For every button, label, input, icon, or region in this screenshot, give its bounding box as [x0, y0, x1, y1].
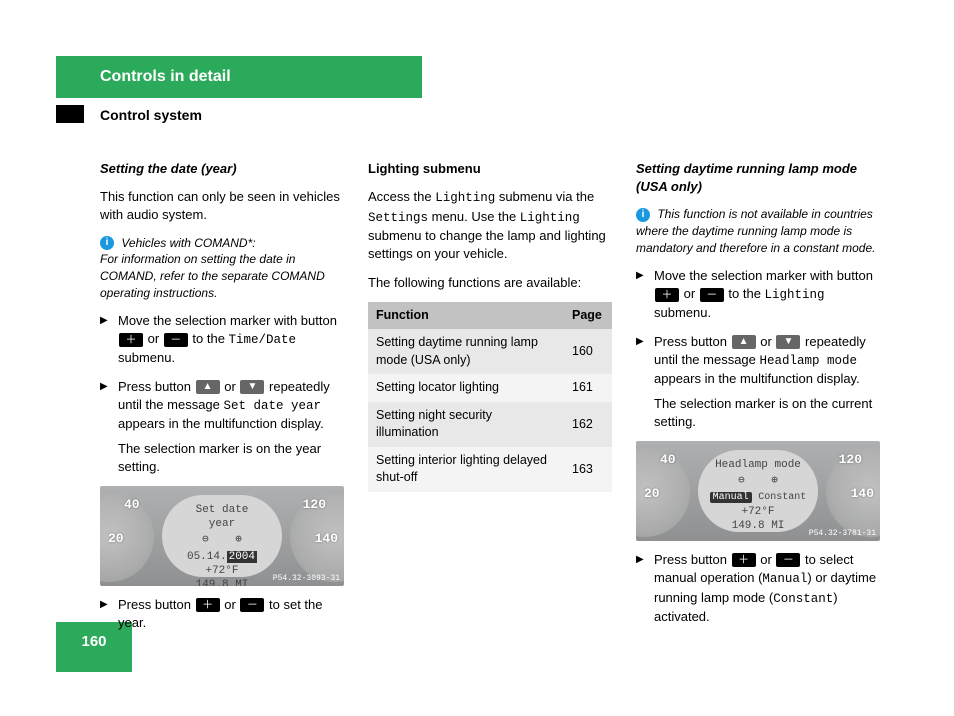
column-1: Setting the date (year) This function ca… [100, 160, 344, 642]
col3-steps-2: Press button ＋ or － to select manual ope… [636, 551, 880, 626]
col1-intro: This function can only be seen in vehicl… [100, 188, 344, 224]
minus-icon: － [164, 333, 188, 347]
col1-step-3: Press button ＋ or － to set the year. [100, 596, 344, 632]
display-caption: P54.32-3093-31 [273, 573, 340, 584]
column-2: Lighting submenu Access the Lighting sub… [368, 160, 612, 642]
col3-step2-note: The selection marker is on the current s… [636, 395, 880, 431]
up-icon: ▲ [196, 380, 220, 394]
col1-display: 40 20 120 140 Set date year ⊖ ⊕ 05.14.20… [100, 486, 344, 586]
col1-step-1: Move the selection marker with button ＋ … [100, 312, 344, 368]
up-icon: ▲ [732, 335, 756, 349]
col1-step2-note: The selection marker is on the year sett… [100, 440, 344, 476]
plus-icon: ＋ [655, 288, 679, 302]
col3-steps: Move the selection marker with button ＋ … [636, 267, 880, 389]
info-icon: i [636, 208, 650, 222]
down-icon: ▼ [776, 335, 800, 349]
plus-icon: ＋ [732, 553, 756, 567]
col3-display: 40 20 120 140 Headlamp mode ⊖ ⊕ Manual C… [636, 441, 880, 541]
table-row: Setting interior lighting delayed shut-o… [368, 447, 612, 492]
col1-step-2: Press button ▲ or ▼ repeatedly until the… [100, 378, 344, 434]
col3-info-note: i This function is not available in coun… [636, 206, 880, 256]
col3-step-2: Press button ▲ or ▼ repeatedly until the… [636, 333, 880, 389]
column-3: Setting daytime running lamp mode (USA o… [636, 160, 880, 642]
col3-step-3: Press button ＋ or － to select manual ope… [636, 551, 880, 626]
minus-icon: － [776, 553, 800, 567]
th-function: Function [368, 302, 564, 330]
col1-info-note: i Vehicles with COMAND*: For information… [100, 235, 344, 302]
section-tab [56, 105, 84, 123]
table-row: Setting night security illumination162 [368, 402, 612, 447]
content-columns: Setting the date (year) This function ca… [100, 160, 880, 642]
col1-info-body: For information on setting the date in C… [100, 252, 325, 300]
minus-icon: － [240, 598, 264, 612]
display-caption: P54.32-3781-31 [809, 528, 876, 539]
display-center: Headlamp mode ⊖ ⊕ Manual Constant +72°F … [698, 450, 818, 532]
col2-heading: Lighting submenu [368, 160, 612, 178]
col1-steps: Move the selection marker with button ＋ … [100, 312, 344, 434]
function-table: Function Page Setting daytime running la… [368, 302, 612, 492]
table-row: Setting locator lighting161 [368, 374, 612, 402]
col2-intro: Access the Lighting submenu via the Sett… [368, 188, 612, 263]
section-title: Control system [100, 106, 202, 126]
plus-icon: ＋ [119, 333, 143, 347]
col1-heading: Setting the date (year) [100, 160, 344, 178]
col3-step-1: Move the selection marker with button ＋ … [636, 267, 880, 323]
down-icon: ▼ [240, 380, 264, 394]
table-header-row: Function Page [368, 302, 612, 330]
minus-icon: － [700, 288, 724, 302]
col3-heading: Setting daytime running lamp mode (USA o… [636, 160, 880, 196]
table-row: Setting daytime running lamp mode (USA o… [368, 329, 612, 374]
info-icon: i [100, 236, 114, 250]
plus-icon: ＋ [196, 598, 220, 612]
th-page: Page [564, 302, 612, 330]
chapter-title: Controls in detail [100, 66, 231, 88]
col2-avail: The following functions are available: [368, 274, 612, 292]
col1-steps-2: Press button ＋ or － to set the year. [100, 596, 344, 632]
chapter-bar: Controls in detail [56, 56, 422, 98]
display-center: Set date year ⊖ ⊕ 05.14.2004 +72°F 149.8… [162, 495, 282, 577]
col1-info-lead: Vehicles with COMAND*: [121, 236, 255, 250]
